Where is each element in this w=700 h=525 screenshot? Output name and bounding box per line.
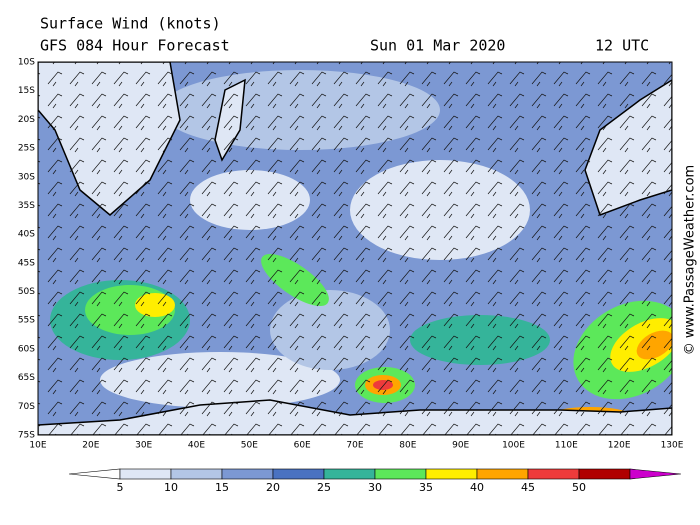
colorbar-segment [527, 468, 580, 480]
colorbar-segment [578, 468, 631, 480]
colorbar-label: 20 [266, 481, 280, 494]
model: GFS 084 Hour Forecast [40, 37, 230, 55]
colorbar-label: 15 [215, 481, 229, 494]
map-frame [37, 61, 673, 436]
colorbar-label: 35 [419, 481, 433, 494]
lat-label: 20S [18, 115, 35, 125]
copyright: © www.PassageWeather.com [683, 165, 698, 355]
lon-label: 50E [241, 441, 258, 451]
title: Surface Wind (knots) [40, 15, 221, 33]
lat-label: 55S [18, 316, 35, 326]
colorbar-segment [323, 468, 376, 480]
colorbar-label: 50 [572, 481, 586, 494]
colorbar-arrow [629, 468, 682, 480]
date: Sun 01 Mar 2020 [370, 37, 505, 55]
colorbar-label: 25 [317, 481, 331, 494]
lat-label: 15S [18, 86, 35, 96]
lat-label: 10S [18, 58, 35, 68]
lat-label: 25S [18, 144, 35, 154]
colorbar-segment [221, 468, 274, 480]
lon-label: 10E [29, 441, 46, 451]
lon-label: 130E [661, 441, 684, 451]
colorbar-label: 40 [470, 481, 484, 494]
colorbar-segment [272, 468, 325, 480]
lat-label: 45S [18, 258, 35, 268]
lon-label: 40E [188, 441, 205, 451]
colorbar-arrow [68, 468, 121, 480]
lon-label: 120E [608, 441, 631, 451]
colorbar-label: 5 [117, 481, 124, 494]
colorbar-segment [425, 468, 478, 480]
lat-label: 75S [18, 431, 35, 441]
lat-label: 30S [18, 172, 35, 182]
lat-label: 70S [18, 402, 35, 412]
colorbar-segment [374, 468, 427, 480]
colorbar-label: 30 [368, 481, 382, 494]
lat-label: 65S [18, 373, 35, 383]
colorbar-label: 10 [164, 481, 178, 494]
lon-label: 100E [502, 441, 525, 451]
time: 12 UTC [595, 37, 649, 55]
lat-label: 35S [18, 201, 35, 211]
lon-label: 80E [399, 441, 416, 451]
lon-label: 20E [82, 441, 99, 451]
lat-label: 60S [18, 344, 35, 354]
lon-label: 90E [452, 441, 469, 451]
colorbar-segment [170, 468, 223, 480]
colorbar-label: 45 [521, 481, 535, 494]
lon-label: 110E [555, 441, 578, 451]
colorbar-segment [119, 468, 172, 480]
map [38, 62, 672, 435]
colorbar-segment [476, 468, 529, 480]
lon-label: 70E [346, 441, 363, 451]
lon-label: 60E [294, 441, 311, 451]
lat-label: 40S [18, 230, 35, 240]
lat-label: 50S [18, 287, 35, 297]
lon-label: 30E [135, 441, 152, 451]
